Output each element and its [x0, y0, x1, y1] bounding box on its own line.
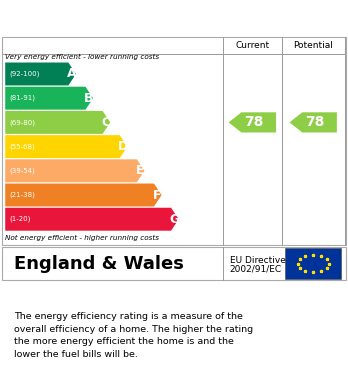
Text: Very energy efficient - lower running costs: Very energy efficient - lower running co… [5, 54, 159, 60]
Text: (92-100): (92-100) [9, 71, 40, 77]
Text: England & Wales: England & Wales [14, 255, 184, 273]
Text: F: F [153, 188, 162, 201]
Text: (39-54): (39-54) [9, 168, 35, 174]
Text: (21-38): (21-38) [9, 192, 35, 198]
Text: D: D [118, 140, 128, 153]
Text: EU Directive: EU Directive [230, 256, 286, 265]
Polygon shape [5, 111, 110, 134]
Text: Not energy efficient - higher running costs: Not energy efficient - higher running co… [5, 235, 159, 241]
Text: Potential: Potential [293, 41, 333, 50]
Text: (55-68): (55-68) [9, 143, 35, 150]
Text: 78: 78 [244, 115, 263, 129]
Polygon shape [290, 112, 337, 133]
Text: 78: 78 [305, 115, 324, 129]
Polygon shape [229, 112, 276, 133]
Text: (81-91): (81-91) [9, 95, 35, 101]
Polygon shape [5, 208, 179, 231]
Text: Energy Efficiency Rating: Energy Efficiency Rating [14, 9, 243, 27]
Text: B: B [84, 92, 94, 105]
Text: G: G [169, 213, 180, 226]
Text: E: E [136, 164, 144, 177]
Polygon shape [5, 160, 144, 182]
Text: Current: Current [235, 41, 269, 50]
Text: The energy efficiency rating is a measure of the
overall efficiency of a home. T: The energy efficiency rating is a measur… [14, 312, 253, 359]
Text: 2002/91/EC: 2002/91/EC [230, 265, 282, 274]
Text: A: A [67, 68, 77, 81]
Polygon shape [5, 135, 127, 158]
Text: (1-20): (1-20) [9, 216, 31, 222]
Bar [285, 248, 341, 279]
Polygon shape [5, 183, 161, 206]
Polygon shape [5, 87, 93, 109]
Polygon shape [5, 63, 76, 86]
Text: (69-80): (69-80) [9, 119, 35, 126]
Text: C: C [102, 116, 111, 129]
